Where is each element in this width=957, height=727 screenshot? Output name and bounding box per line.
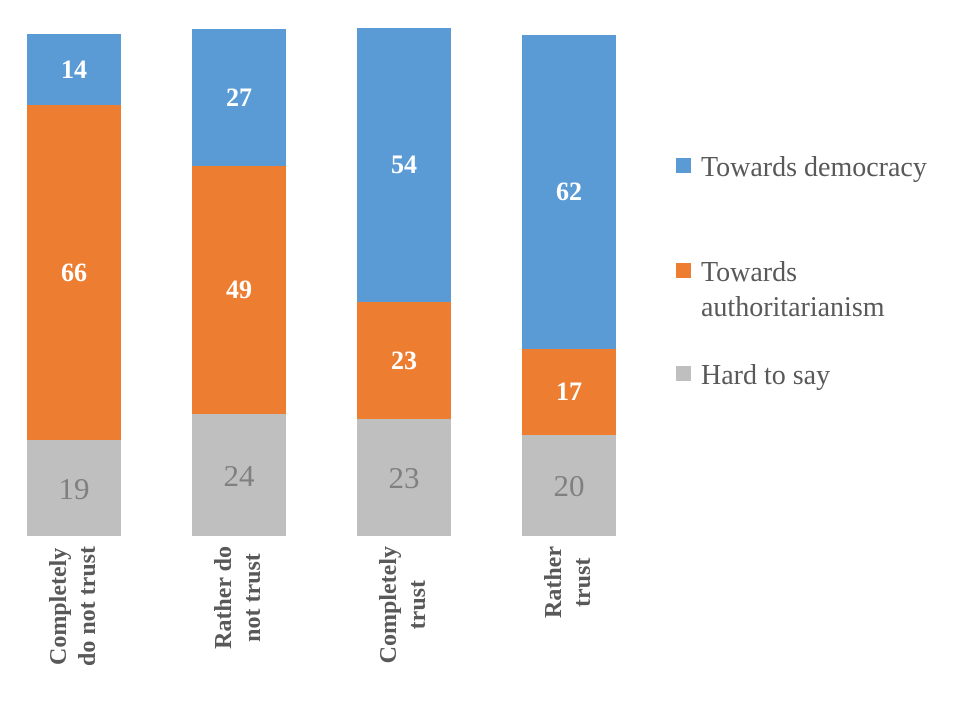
legend-item-hard-to-say: Hard to say (676, 358, 830, 393)
bar-group-4: 62 17 20 (522, 35, 616, 536)
bar-group-1: 14 66 19 (27, 34, 121, 536)
legend-swatch-icon (676, 366, 691, 381)
x-axis-label-text: Rather trust (541, 546, 596, 618)
x-axis-label-text: Completely trust (376, 546, 431, 664)
data-label: 23 (391, 345, 417, 375)
legend-swatch-icon (676, 263, 691, 278)
bar-segment-towards-democracy: 62 (522, 35, 616, 349)
data-label: 54 (391, 150, 417, 179)
bar-segment-towards-democracy: 14 (27, 34, 121, 105)
data-label: 17 (556, 377, 582, 406)
data-label: 19 (58, 470, 90, 506)
data-label: 23 (388, 460, 420, 495)
x-axis-label-2: Rather do not trust (192, 546, 286, 727)
x-axis-label-text: Completely do not trust (46, 546, 101, 667)
x-axis-label-text: Rather do not trust (211, 546, 266, 649)
data-label: 49 (226, 275, 252, 304)
bar-segment-hard-to-say: 24 (192, 414, 286, 536)
data-label: 62 (556, 177, 582, 206)
data-label: 14 (61, 54, 87, 84)
bar-segment-hard-to-say: 19 (27, 440, 121, 536)
bar-segment-towards-authoritarianism: 17 (522, 349, 616, 435)
bar-segment-hard-to-say: 23 (357, 419, 451, 536)
bar-group-3: 54 23 23 (357, 28, 451, 536)
bar-segment-hard-to-say: 20 (522, 435, 616, 536)
x-axis-label-4: Rather trust (522, 546, 616, 727)
data-label: 24 (223, 457, 255, 493)
bar-segment-towards-authoritarianism: 23 (357, 302, 451, 419)
legend-item-towards-democracy: Towards democracy (676, 150, 927, 185)
data-label: 27 (226, 82, 252, 112)
legend-swatch-icon (676, 158, 691, 173)
data-label: 66 (61, 257, 87, 287)
legend-label: Towards authoritarianism (701, 257, 885, 323)
data-label: 20 (553, 468, 585, 503)
legend-item-towards-authoritarianism: Towards authoritarianism (676, 255, 946, 325)
legend-label: Hard to say (701, 360, 831, 391)
bar-segment-towards-authoritarianism: 49 (192, 166, 286, 414)
bar-segment-towards-democracy: 54 (357, 28, 451, 302)
x-axis-label-3: Completely trust (357, 546, 451, 727)
bar-segment-towards-democracy: 27 (192, 29, 286, 166)
legend-label: Towards democracy (701, 152, 927, 183)
bar-segment-towards-authoritarianism: 66 (27, 105, 121, 440)
x-axis-label-1: Completely do not trust (27, 546, 121, 727)
bar-group-2: 27 49 24 (192, 29, 286, 536)
